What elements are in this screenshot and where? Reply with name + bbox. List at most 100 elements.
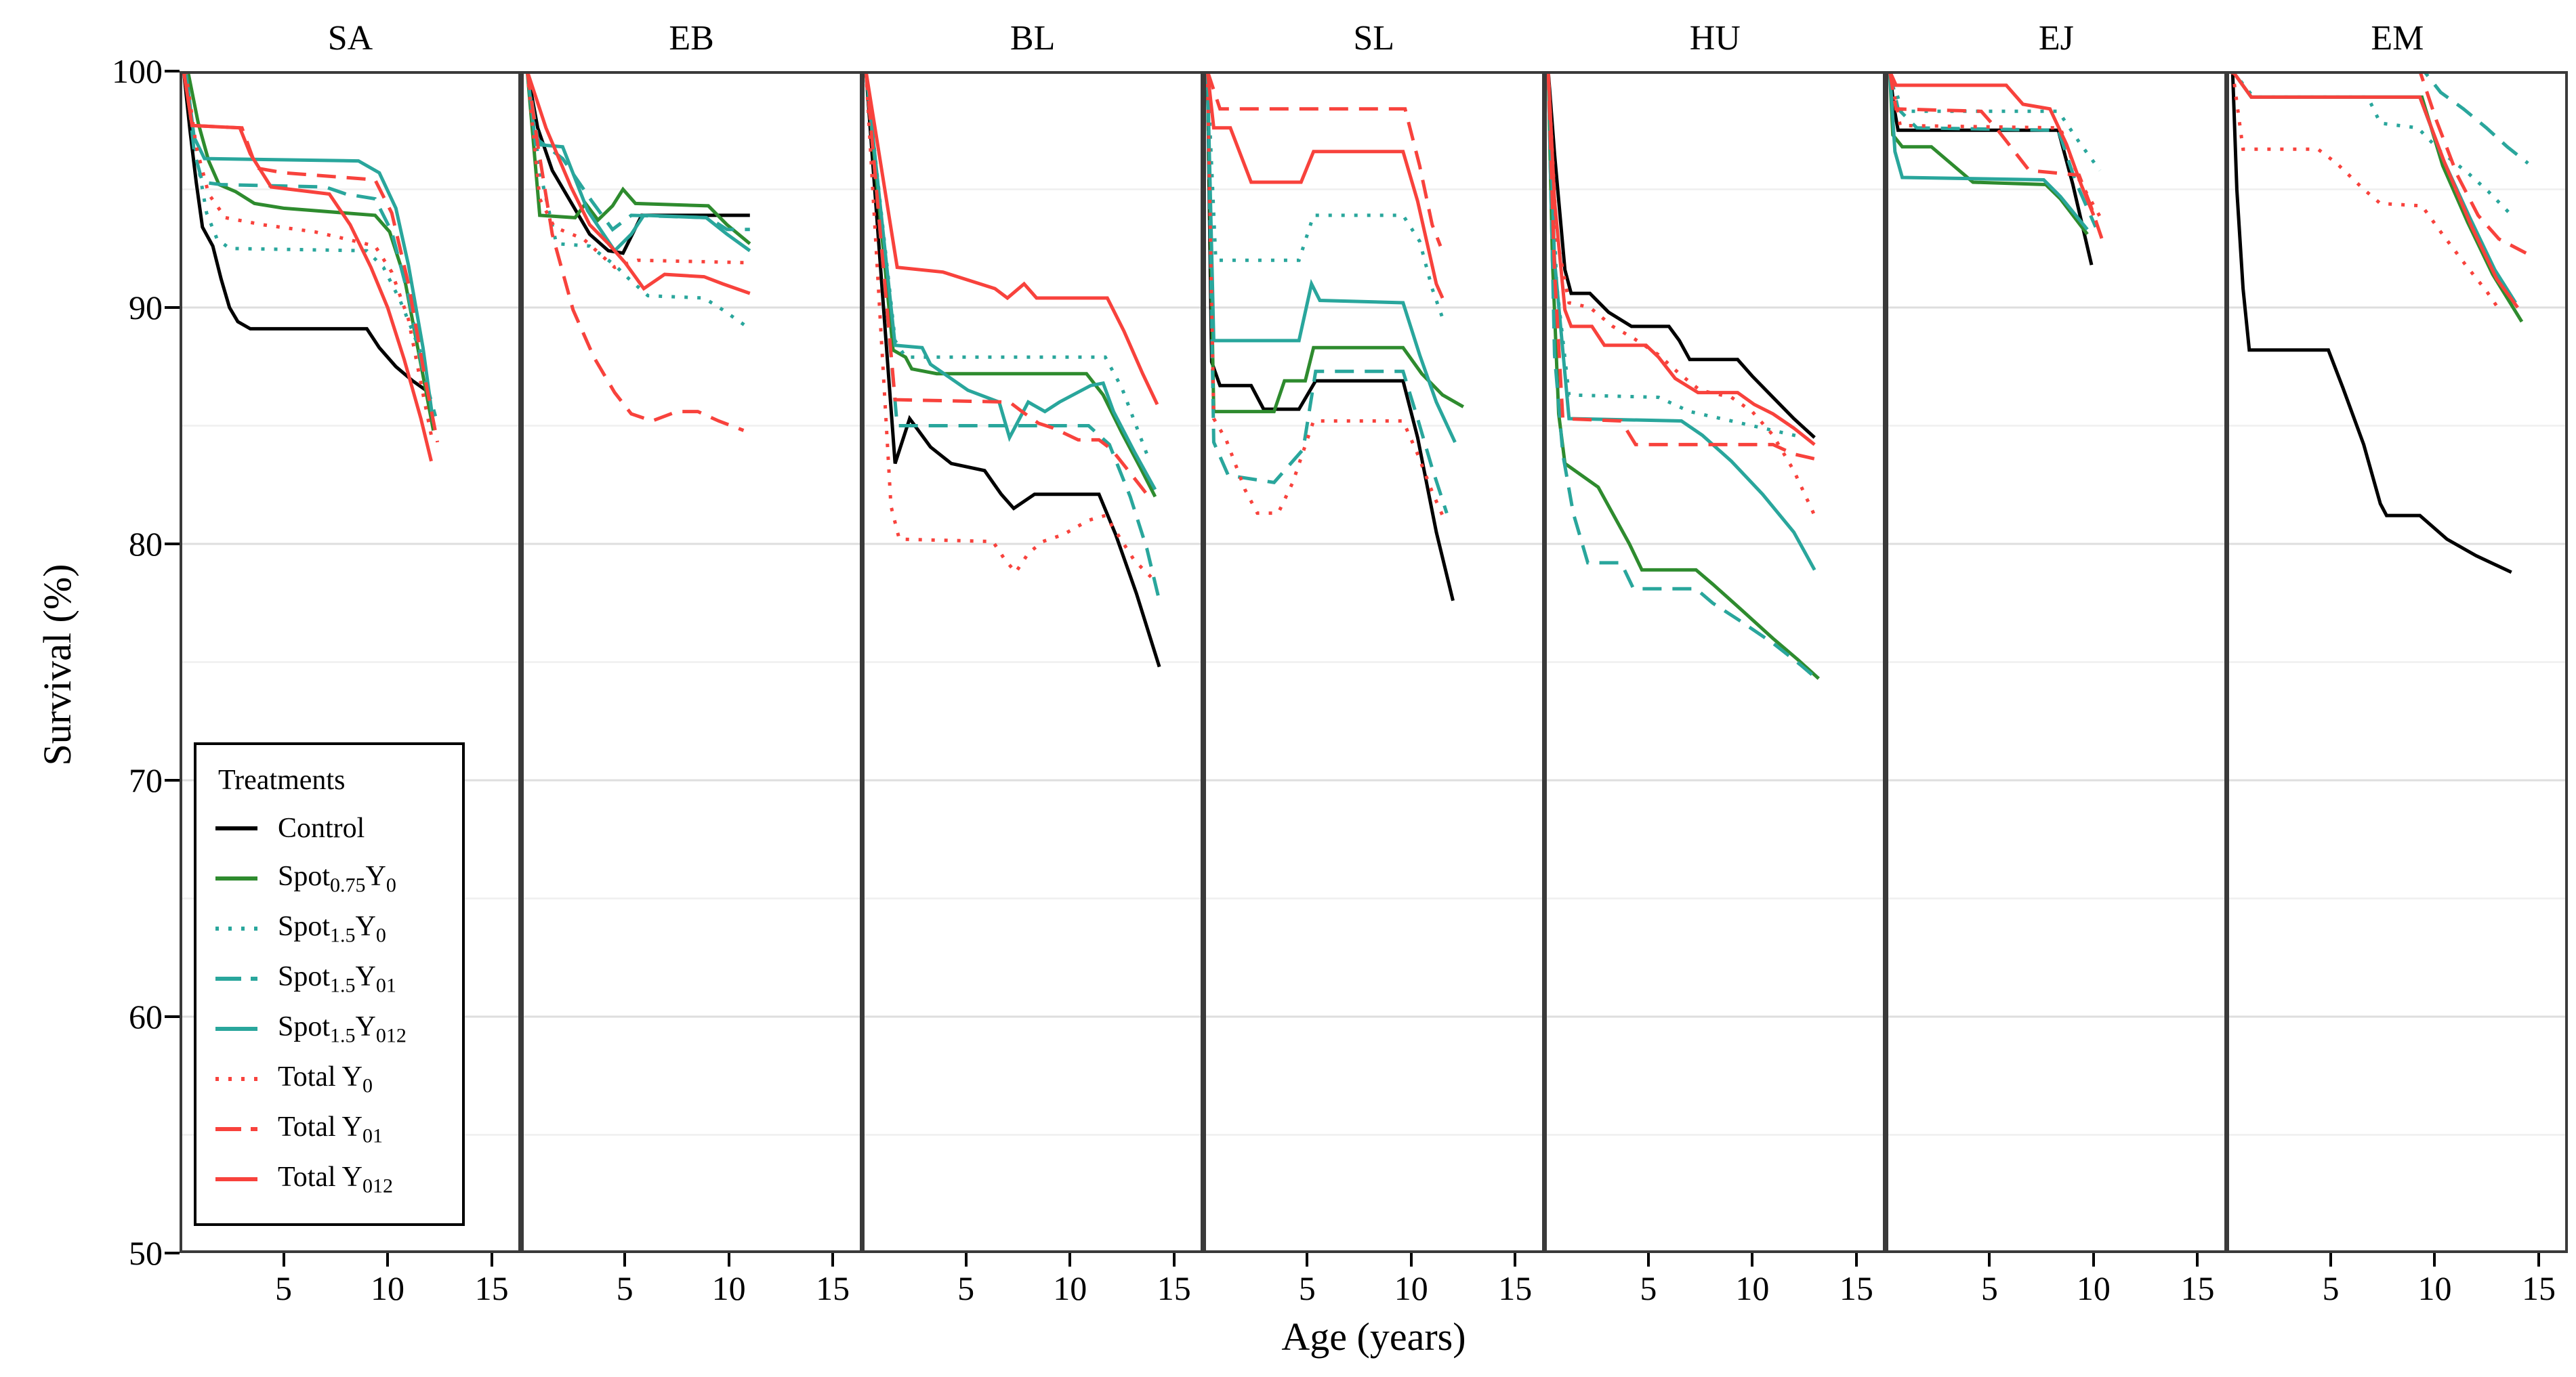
series-line-Control [1205,71,1455,601]
y-tick-mark [165,70,180,72]
legend-swatch-solid [215,1027,257,1031]
x-tick-mark [2092,1253,2095,1267]
series-line-Spot1.5Y01 [184,71,438,417]
legend-label: Spot1.5Y012 [278,1011,407,1047]
legend-swatch-solid [215,876,257,881]
legend-label: Spot0.75Y0 [278,860,396,897]
panel-border [180,71,521,1253]
x-tick-mark [1172,1253,1176,1267]
facet-title-EM: EM [2371,19,2424,58]
x-tick-label: 5 [1298,1269,1316,1307]
x-tick-mark [1854,1253,1858,1267]
facet-title-HU: HU [1689,19,1741,58]
series-line-TotalY012 [1888,71,2096,216]
series-line-TotalY012 [2231,71,2520,309]
legend-entry-TotalY01: Total Y01 [196,1104,462,1154]
y-tick-label: 50 [129,1234,163,1272]
series-line-TotalY01 [1205,71,1442,247]
x-tick-mark [1409,1253,1413,1267]
x-tick-label: 5 [1640,1269,1657,1307]
x-tick-label: 10 [1735,1269,1770,1307]
y-tick-label: 80 [129,525,163,563]
facet-title-EB: EB [669,19,714,58]
series-line-Spot1.5Y012 [184,71,436,424]
series-line-Spot1.5Y012 [2231,71,2518,304]
panel-border [1544,71,1886,1253]
x-tick-label: 10 [1053,1269,1087,1307]
series-line-Spot1.5Y01 [864,71,1161,601]
legend-entry-Spot1.5Y0: Spot1.5Y0 [196,904,462,954]
series-line-Spot1.5Y0 [184,71,427,365]
facet-title-SA: SA [327,19,373,58]
series-line-TotalY0 [2231,71,2503,314]
x-tick-label: 5 [275,1269,293,1307]
y-tick-mark [165,1015,180,1018]
series-line-Control [2231,71,2513,574]
series-line-Spot1.5Y01 [525,71,750,232]
facet-panel-SA [180,71,521,1253]
series-line-Control [182,71,430,394]
series-line-TotalY012 [525,71,751,295]
y-tick-label: 100 [112,52,163,90]
x-tick-mark [1751,1253,1754,1267]
series-line-Spot0.75Y0 [1205,71,1464,414]
series-line-TotalY01 [182,71,440,443]
series-line-Control [1546,71,1816,439]
x-tick-mark [623,1253,627,1267]
panel-border [520,71,863,1253]
x-tick-mark [282,1253,285,1267]
facet-title-EJ: EJ [2038,19,2074,58]
legend-swatch-solid [215,1177,257,1181]
x-tick-mark [1988,1253,1991,1267]
x-tick-mark [1646,1253,1650,1267]
series-line-Spot1.5Y0 [1546,71,1805,440]
facet-title-BL: BL [1010,19,1056,58]
series-line-TotalY012 [1205,71,1445,299]
series-line-TotalY0 [184,71,433,436]
facet-panel-BL [862,71,1204,1253]
facet-panel-HU [1544,71,1886,1253]
x-tick-label: 15 [1157,1269,1191,1307]
x-tick-label: 15 [1498,1269,1533,1307]
legend-label: Total Y0 [278,1061,373,1097]
x-tick-mark [386,1253,390,1267]
series-line-Spot0.75Y0 [186,71,436,431]
x-tick-mark [1306,1253,1309,1267]
legend-swatch-dashed [215,1127,257,1131]
x-tick-mark [490,1253,493,1267]
legend-entry-Spot1.5Y012: Spot1.5Y012 [196,1004,462,1054]
series-line-Spot1.5Y01 [1546,71,1819,680]
x-axis-title: Age (years) [1281,1315,1466,1359]
legend-entry-TotalY0: Total Y0 [196,1054,462,1104]
legend-label: Spot1.5Y0 [278,910,386,947]
series-line-TotalY01 [1546,71,1816,461]
x-tick-mark [2196,1253,2199,1267]
legend-swatch-dashed [215,977,257,981]
series-line-Spot1.5Y012 [525,71,751,254]
y-tick-mark [165,543,180,545]
x-tick-label: 15 [1839,1269,1873,1307]
legend-label: Control [278,813,365,844]
legend-entry-Spot1.5Y01: Spot1.5Y01 [196,954,462,1004]
x-tick-label: 5 [2322,1269,2340,1307]
y-tick-mark [165,779,180,782]
series-line-Spot1.5Y012 [1546,71,1816,571]
series-line-Spot1.5Y012 [1205,71,1457,443]
x-tick-label: 10 [2076,1269,2111,1307]
series-line-TotalY012 [864,71,1159,406]
series-line-Spot0.75Y0 [1888,71,2089,236]
series-line-Spot1.5Y01 [1205,71,1449,514]
facet-panel-EM [2226,71,2569,1253]
legend-label: Total Y01 [278,1111,383,1147]
legend: Treatments Control Spot0.75Y0 Spot1.5Y0 Spo… [194,742,465,1226]
x-tick-mark [1068,1253,1072,1267]
legend-label: Spot1.5Y01 [278,960,396,997]
series-line-Spot0.75Y0 [864,71,1157,498]
facet-panel-EB [520,71,863,1253]
y-tick-label: 70 [129,761,163,799]
legend-swatch-dotted [215,1077,257,1081]
legend-entry-TotalY012: Total Y012 [196,1154,462,1204]
y-axis-title: Survival (%) [35,564,79,766]
series-line-Spot1.5Y01 [2232,71,2530,165]
